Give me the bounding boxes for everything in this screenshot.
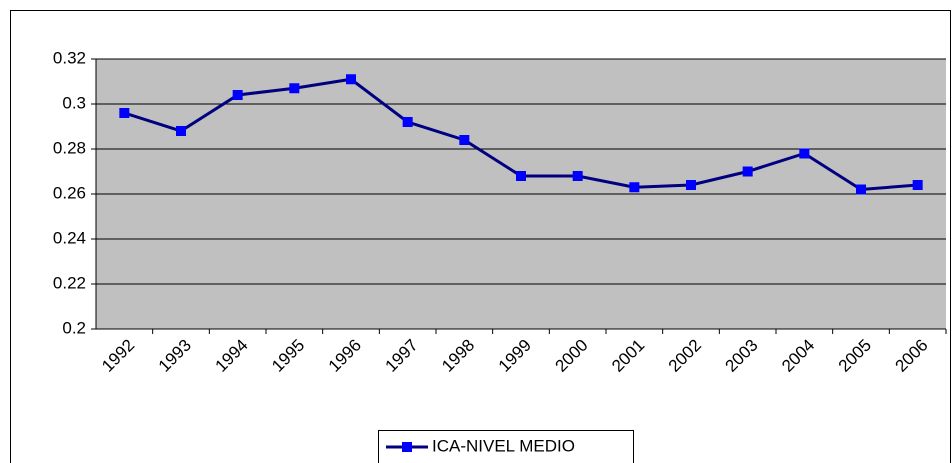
marker — [629, 182, 640, 193]
marker — [346, 74, 356, 85]
marker — [799, 148, 810, 159]
marker — [402, 117, 413, 127]
marker — [856, 184, 866, 195]
y-tick-label: 0.22 — [53, 273, 86, 292]
marker — [686, 180, 696, 190]
marker — [119, 108, 130, 118]
marker — [912, 180, 923, 190]
marker — [516, 171, 526, 181]
y-tick-label: 0.28 — [53, 138, 86, 157]
marker — [742, 166, 753, 177]
marker — [232, 90, 243, 100]
marker — [572, 171, 583, 181]
legend-marker — [402, 442, 412, 452]
y-tick-label: 0.32 — [53, 48, 86, 67]
y-tick-label: 0.3 — [62, 93, 86, 112]
marker — [289, 83, 300, 94]
marker — [176, 126, 186, 136]
y-tick-label: 0.26 — [53, 183, 86, 202]
y-tick-label: 0.2 — [62, 318, 86, 337]
marker — [459, 135, 470, 145]
y-tick-label: 0.24 — [53, 228, 86, 247]
legend-label: ICA-NIVEL MEDIO — [432, 436, 575, 455]
